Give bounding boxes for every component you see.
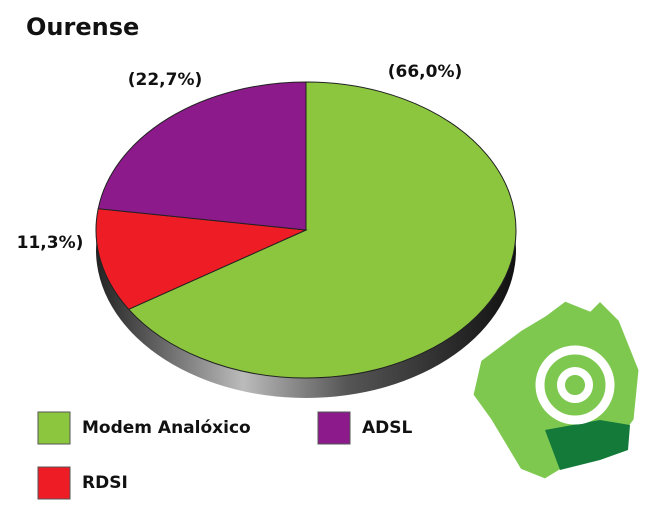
legend-swatch (317, 411, 351, 445)
legend-label: ADSL (362, 418, 413, 438)
legend-swatch (37, 466, 71, 500)
pie-slice (127, 81, 517, 379)
legend: Modem Analóxico RDSI ADSL (37, 411, 413, 500)
data-label: 11,3%) (17, 233, 84, 253)
chart-title: Ourense (26, 13, 139, 41)
data-label: (22,7%) (128, 70, 203, 90)
data-label: (66,0%) (388, 62, 463, 82)
legend-label: Modem Analóxico (82, 418, 251, 438)
legend-swatch (37, 411, 71, 445)
legend-label: RDSI (82, 473, 128, 493)
pie (95, 81, 517, 379)
pie-slice (97, 81, 307, 231)
pie-slice (95, 208, 308, 310)
map-logo (470, 297, 642, 482)
